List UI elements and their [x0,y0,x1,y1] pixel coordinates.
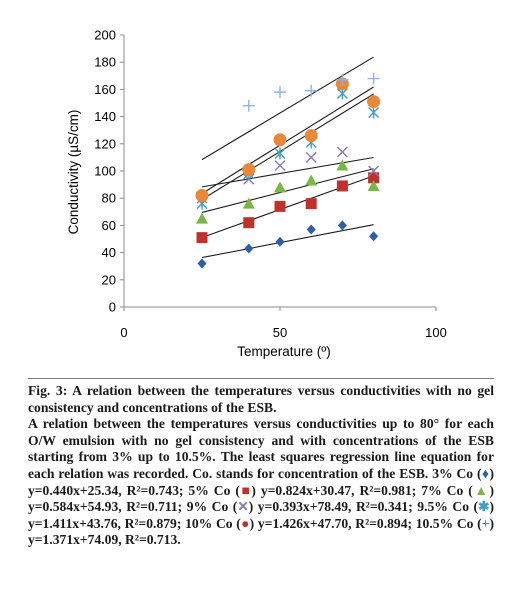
series-10-5pct-label: 10.5% Co ( [415,515,482,531]
y-tick-label: 0 [109,300,116,315]
triangle-point [196,212,208,224]
trend-line [201,93,374,200]
star-point [368,106,380,119]
star-point [274,147,286,160]
square-point [196,232,208,244]
square-point [368,172,380,184]
circle-point [367,95,381,109]
triangle-point [336,159,349,171]
trend-lines [201,56,374,259]
caption-body: A relation between the temperatures vers… [28,416,494,481]
plus-point [305,84,318,97]
plus-point [367,72,380,85]
y-axis-label: Conductivity (µS/cm) [66,110,81,235]
square-point [305,198,317,210]
square-icon: ■ [239,482,252,498]
x-tick-label: 100 [425,325,447,340]
cross-point [336,146,348,158]
y-tick-label: 140 [94,109,116,124]
cross-point [305,151,317,163]
figure-description: A relation between the temperatures vers… [28,416,494,549]
scatter-chart: 0 20 40 60 80 100 120 140 160 180 200 0 50 100 Temper… [66,28,447,360]
series-7pct-label: 7% Co ( [421,482,473,498]
y-tick-label: 120 [94,136,116,151]
tick-labels: 0 20 40 60 80 100 120 140 160 180 200 0 50 100 [94,28,447,341]
cross-point [274,160,286,172]
plus-point [274,86,286,99]
diamond-point [275,236,285,247]
y-tick-label: 160 [94,82,116,97]
series-3pct-equation: ) y=0.440x+25.34, R²=0.743; [28,465,494,498]
series-7pct-equation: ) y=0.584x+54.93, R²=0.711; [28,482,494,515]
y-tick-label: 40 [102,245,116,260]
diamond-point [197,258,207,269]
series-10-5pct-equation: ) y=1.371x+74.09, R²=0.713. [28,515,494,548]
trend-line [201,224,374,259]
y-tick-label: 180 [94,55,116,70]
circle-point [273,133,287,147]
series-10pct-equation: ) y=1.426x+47.70, R²=0.894; [249,515,416,531]
y-tick-label: 80 [102,191,116,206]
series-5pct-equation: ) y=0.824x+30.47, R²=0.981; [251,482,422,498]
plus-point [336,73,349,86]
diamond-point [306,224,316,235]
star-icon: ✱ [478,499,490,515]
y-tick-label: 200 [94,28,116,43]
y-tick-label: 20 [102,272,116,287]
circle-point [242,163,256,177]
data-points [195,72,381,269]
series-5pct-label: 5% Co ( [188,482,240,498]
cross-icon: ✕ [237,499,249,515]
y-tick-label: 60 [102,218,116,233]
series-9pct-label: 9% Co ( [186,499,238,515]
diamond-point [244,243,254,254]
diamond-point [369,231,379,242]
triangle-point [274,181,286,193]
triangle-icon: ▲ [472,482,490,498]
trend-line [201,56,374,161]
circle-point [304,129,318,143]
series-9-5pct-equation: ) y=1.411x+43.76, R²=0.879; [28,499,494,531]
figure-title: Fig. 3: A relation between the temperatu… [28,383,494,415]
x-axis-label: Temperature (º) [237,344,330,359]
circle-point [195,188,209,202]
series-9-5pct-label: 9.5% Co ( [417,499,479,515]
series-9pct-equation: ) y=0.393x+78.49, R²=0.341; [248,499,418,515]
trend-line [201,86,374,195]
diamond-icon: ♦ [481,465,490,481]
triangle-point [367,179,380,191]
plus-sign-icon: + [481,515,490,531]
x-tick-label: 50 [273,325,287,340]
y-tick-label: 100 [94,164,116,179]
cross-point [368,165,380,177]
square-point [274,200,286,212]
axes [120,34,437,311]
series-10pct-label: 10% Co ( [185,515,241,531]
triangle-point [242,197,255,209]
square-point [243,217,255,229]
trend-line [201,168,374,213]
figure-caption: Fig. 3: A relation between the temperatu… [28,378,494,549]
triangle-point [305,174,318,186]
plus-point [242,99,255,112]
diamond-point [337,220,347,231]
x-tick-label: 0 [120,325,127,340]
square-point [336,180,348,192]
circle-icon: ● [240,515,250,531]
series-3pct-label: 3% Co ( [432,465,482,481]
